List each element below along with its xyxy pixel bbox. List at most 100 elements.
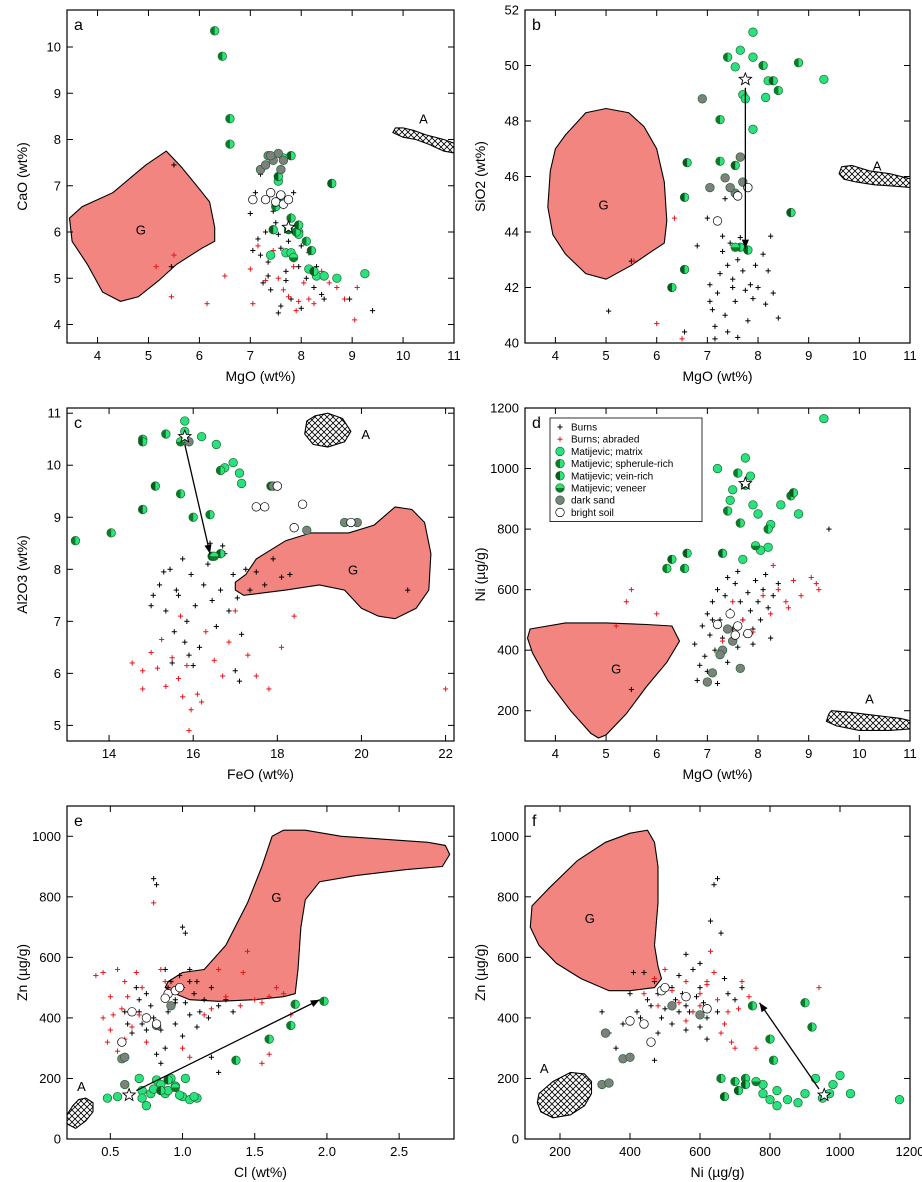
data-point xyxy=(172,1021,178,1027)
star-marker xyxy=(737,475,753,490)
data-point xyxy=(163,683,169,689)
data-point xyxy=(260,160,271,170)
plot-frame xyxy=(66,805,455,1140)
panel-letter: e xyxy=(74,813,83,830)
data-point xyxy=(222,273,228,279)
y-tick-label: 0 xyxy=(54,1132,61,1147)
y-tick-label: 400 xyxy=(497,1010,519,1025)
data-point xyxy=(763,301,769,307)
data-point xyxy=(676,1009,682,1015)
data-point xyxy=(190,662,196,669)
y-tick-label: 9 xyxy=(54,510,61,525)
data-point xyxy=(250,247,256,254)
series-matijevic-vein-rich xyxy=(156,1075,173,1096)
data-point xyxy=(93,972,99,979)
data-point xyxy=(807,1022,817,1032)
panel-letter: d xyxy=(532,415,541,432)
data-point xyxy=(140,686,146,692)
region-g xyxy=(526,622,681,739)
data-point xyxy=(697,991,703,997)
y-tick-label: 1000 xyxy=(490,461,519,476)
data-point xyxy=(721,1021,728,1027)
data-point xyxy=(707,282,713,288)
data-point xyxy=(158,1027,164,1033)
data-point xyxy=(252,190,259,196)
data-point xyxy=(683,951,689,957)
plot-area: GA xyxy=(68,26,454,323)
data-point xyxy=(775,315,781,321)
data-point xyxy=(800,1088,810,1099)
data-point xyxy=(654,320,660,327)
data-point xyxy=(722,52,733,62)
series-matijevic-spherule-rich xyxy=(231,996,329,1065)
y-tick-label: 5 xyxy=(54,718,61,733)
data-point xyxy=(151,900,157,906)
data-point xyxy=(120,1052,130,1062)
data-point xyxy=(732,997,738,1003)
data-point xyxy=(187,1012,193,1018)
data-point xyxy=(70,536,81,546)
y-tick-label: 42 xyxy=(505,280,519,295)
x-tick-label: 7 xyxy=(704,348,711,363)
data-point xyxy=(760,251,766,257)
data-point xyxy=(141,1101,152,1111)
y-tick-label: 800 xyxy=(497,889,519,904)
legend-label: dark sand xyxy=(571,496,615,507)
legend-marker xyxy=(557,424,563,430)
data-point xyxy=(188,571,194,578)
data-point xyxy=(150,481,160,491)
data-point xyxy=(311,284,317,291)
series-matijevic-veneer xyxy=(751,1076,761,1087)
data-point xyxy=(136,1012,142,1018)
data-point xyxy=(634,1009,640,1015)
data-point xyxy=(735,518,745,528)
data-point xyxy=(286,151,296,161)
data-point xyxy=(692,641,698,647)
data-point xyxy=(125,1021,131,1027)
data-point xyxy=(171,629,177,635)
y-tick-label: 8 xyxy=(54,132,61,147)
data-point xyxy=(845,1088,856,1099)
data-point xyxy=(679,192,690,202)
y-axis-label: Zn (µg/g) xyxy=(472,944,488,1001)
data-point xyxy=(289,523,299,533)
data-point xyxy=(189,1091,199,1102)
data-point xyxy=(205,510,215,520)
data-point xyxy=(276,190,286,200)
data-point xyxy=(697,94,707,104)
y-tick-label: 52 xyxy=(505,3,519,18)
data-point xyxy=(296,298,302,304)
x-tick-label: 1200 xyxy=(896,1144,922,1159)
data-point xyxy=(712,323,718,329)
y-tick-label: 200 xyxy=(39,1071,61,1086)
data-point xyxy=(725,991,731,997)
data-point xyxy=(151,1015,157,1021)
data-point xyxy=(712,216,723,226)
data-point xyxy=(203,629,209,635)
data-point xyxy=(285,294,292,300)
plot-frame xyxy=(524,407,911,742)
data-point xyxy=(681,992,691,1002)
data-point xyxy=(693,994,700,1000)
series-burns xyxy=(599,876,745,1063)
x-tick-label: 10 xyxy=(852,348,866,363)
x-tick-label: 2.0 xyxy=(318,1144,336,1159)
data-point xyxy=(694,243,700,249)
data-point xyxy=(319,271,329,281)
data-point xyxy=(236,478,247,489)
data-point xyxy=(718,930,724,936)
data-point xyxy=(112,1091,123,1102)
data-point xyxy=(748,500,758,510)
data-point xyxy=(725,1009,731,1015)
data-point xyxy=(604,1078,614,1088)
data-point xyxy=(742,287,748,293)
data-point xyxy=(625,1016,635,1026)
data-point xyxy=(244,948,251,954)
data-point xyxy=(298,243,304,249)
y-tick-label: 10 xyxy=(47,458,61,473)
data-point xyxy=(275,310,281,316)
data-point xyxy=(294,220,304,230)
x-tick-label: 4 xyxy=(552,746,559,761)
